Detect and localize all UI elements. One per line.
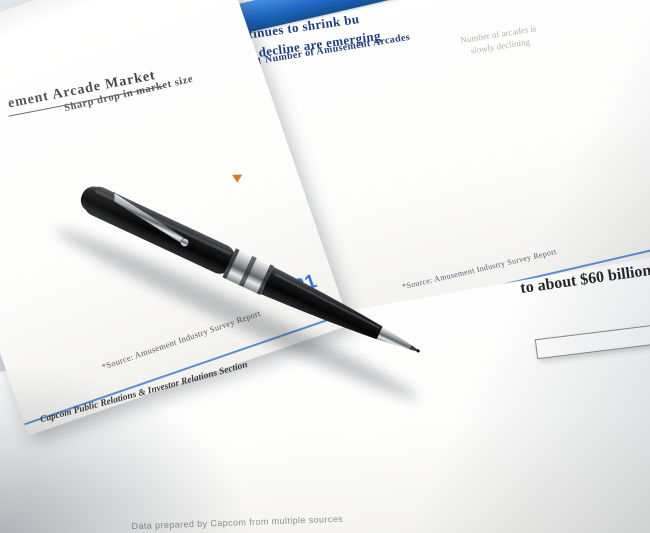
pen-clip-ball <box>180 238 189 247</box>
pen-ball-point <box>416 349 420 353</box>
pen-front-barrel <box>260 266 383 340</box>
pen-tip-cone <box>376 326 412 350</box>
pen-tip <box>409 345 419 352</box>
pen-shadow <box>55 228 419 399</box>
pen-barrel <box>83 186 235 274</box>
